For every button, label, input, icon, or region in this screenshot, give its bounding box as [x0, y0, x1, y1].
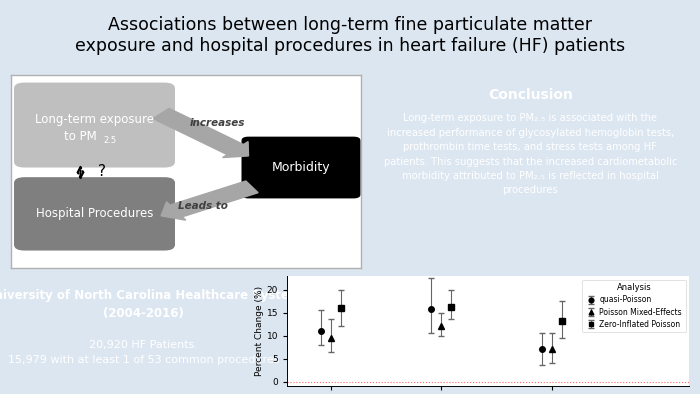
FancyBboxPatch shape	[241, 137, 360, 199]
Text: 20,920 HF Patients.
15,979 with at least 1 of 53 common procedures: 20,920 HF Patients. 15,979 with at least…	[8, 340, 279, 364]
Legend: quasi-Poisson, Poisson Mixed-Effects, Zero-Inflated Poisson: quasi-Poisson, Poisson Mixed-Effects, Ze…	[582, 280, 686, 333]
Text: Long-term exposure to PM₂.₅ is associated with the
increased performance of glyc: Long-term exposure to PM₂.₅ is associate…	[384, 113, 677, 195]
FancyBboxPatch shape	[14, 177, 175, 251]
Text: ?: ?	[97, 164, 106, 179]
Text: Associations between long-term fine particulate matter
exposure and hospital pro: Associations between long-term fine part…	[75, 16, 625, 55]
Text: to PM: to PM	[64, 130, 97, 143]
FancyBboxPatch shape	[14, 83, 175, 167]
Text: University of North Carolina Healthcare System
(2004-2016): University of North Carolina Healthcare …	[0, 289, 302, 320]
Text: Leads to: Leads to	[178, 201, 228, 211]
Text: Morbidity: Morbidity	[272, 161, 330, 174]
FancyArrow shape	[153, 108, 248, 158]
Y-axis label: Percent Change (%): Percent Change (%)	[255, 286, 264, 376]
Text: increases: increases	[189, 118, 245, 128]
Text: 2.5: 2.5	[104, 136, 117, 145]
Text: Long-term exposure: Long-term exposure	[35, 113, 154, 126]
FancyArrow shape	[161, 181, 258, 220]
Text: Hospital Procedures: Hospital Procedures	[36, 207, 153, 220]
Text: Conclusion: Conclusion	[488, 88, 573, 102]
